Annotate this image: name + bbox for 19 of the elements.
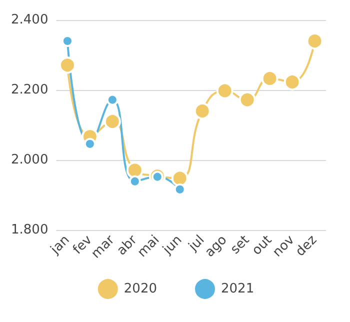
point: [58, 56, 76, 74]
x-tick-label: jan: [47, 232, 73, 258]
point: [238, 91, 256, 108]
point: [261, 70, 278, 87]
y-tick-label: 2.000: [11, 152, 48, 168]
x-tick-label: jul: [185, 232, 208, 255]
y-tick-label: 1.800: [11, 222, 48, 238]
point: [171, 170, 188, 187]
x-tick-label: jun: [160, 232, 186, 258]
legend-label: 2021: [221, 282, 254, 296]
point: [216, 82, 234, 100]
y-tick-label: 2.200: [11, 82, 48, 98]
y-tick-label: 2.400: [11, 12, 48, 28]
point: [104, 113, 121, 130]
legend-label: 2020: [124, 282, 158, 296]
point: [194, 102, 211, 120]
point: [306, 32, 324, 50]
point: [284, 73, 301, 90]
point: [126, 162, 144, 179]
